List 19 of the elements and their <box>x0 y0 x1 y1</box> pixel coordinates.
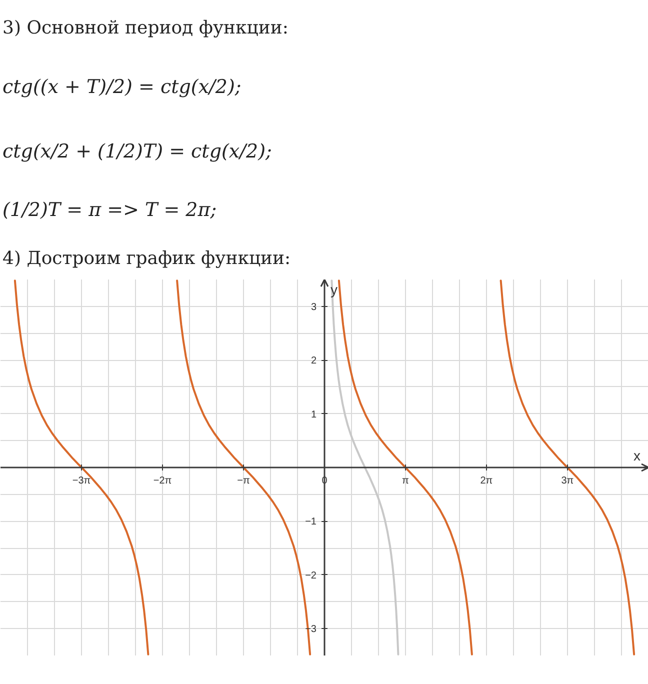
x-tick-label: −2π <box>153 476 172 486</box>
y-tick-label: 3 <box>310 302 317 313</box>
chart-title: 4) Достроим график функции: <box>2 248 291 269</box>
y-axis-title: y <box>330 282 338 298</box>
y-tick-label: −1 <box>305 516 317 528</box>
text: ctg(x/2 + (1/2)T) = ctg(x/2); <box>2 140 272 162</box>
y-tick-label: 2 <box>310 356 317 367</box>
x-tick-label: −3π <box>72 476 91 486</box>
text: (1/2)T = π => T = 2π; <box>2 199 217 221</box>
x-tick-label: 3π <box>561 476 574 486</box>
x-axis-title: x <box>634 448 640 464</box>
y-tick-label: −2 <box>305 570 317 582</box>
line-series <box>330 280 400 656</box>
text: ctg((x + T)/2) = ctg(x/2); <box>2 76 242 98</box>
y-tick-label: 1 <box>310 409 317 420</box>
x-tick-label: π <box>402 476 410 486</box>
x-tick-label: 2π <box>480 476 493 486</box>
x-tick-label: −π <box>237 476 250 486</box>
text: 3) Основной период функции: <box>2 18 288 38</box>
